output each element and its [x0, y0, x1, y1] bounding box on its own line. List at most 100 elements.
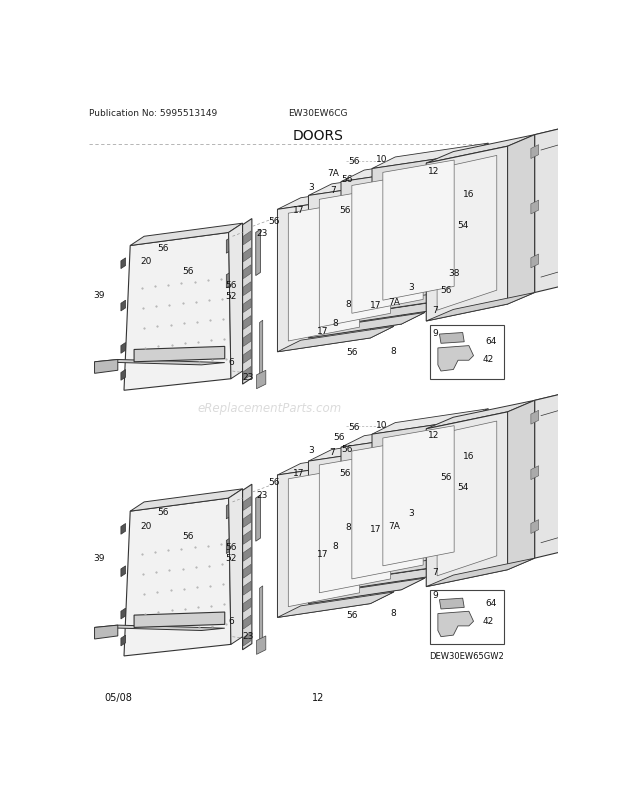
- Bar: [430, 591, 503, 645]
- Text: 23: 23: [256, 490, 268, 499]
- Text: 39: 39: [94, 290, 105, 299]
- Text: 52: 52: [225, 292, 237, 301]
- Polygon shape: [257, 371, 266, 389]
- Text: 56: 56: [157, 507, 169, 516]
- Polygon shape: [121, 370, 125, 381]
- Text: 56: 56: [225, 542, 237, 552]
- Polygon shape: [309, 436, 425, 461]
- Polygon shape: [288, 201, 360, 342]
- Text: 9: 9: [433, 329, 438, 338]
- Polygon shape: [427, 136, 534, 164]
- Text: 17: 17: [317, 549, 328, 558]
- Text: 3: 3: [309, 183, 314, 192]
- Text: 56: 56: [182, 267, 194, 276]
- Text: 8: 8: [391, 609, 397, 618]
- Polygon shape: [531, 255, 539, 269]
- Polygon shape: [260, 586, 263, 641]
- Text: 64: 64: [485, 336, 496, 346]
- Polygon shape: [278, 450, 394, 476]
- Polygon shape: [309, 578, 425, 604]
- Polygon shape: [341, 423, 458, 448]
- Text: 17: 17: [370, 524, 382, 533]
- Text: Publication No: 5995513149: Publication No: 5995513149: [89, 109, 218, 119]
- Text: 23: 23: [256, 229, 268, 237]
- Polygon shape: [278, 461, 371, 618]
- Polygon shape: [121, 524, 125, 535]
- Text: 8: 8: [346, 299, 352, 309]
- Polygon shape: [341, 434, 434, 590]
- Bar: [430, 326, 503, 379]
- Polygon shape: [465, 409, 489, 563]
- Polygon shape: [534, 391, 574, 401]
- Text: 56: 56: [157, 244, 169, 253]
- Text: 20: 20: [140, 520, 151, 530]
- Polygon shape: [372, 156, 465, 311]
- Text: 3: 3: [408, 282, 414, 291]
- Text: 64: 64: [485, 597, 496, 607]
- Polygon shape: [226, 502, 232, 519]
- Polygon shape: [319, 188, 391, 328]
- Polygon shape: [319, 453, 391, 593]
- Text: 7: 7: [433, 306, 438, 314]
- Polygon shape: [372, 409, 489, 435]
- Text: 7A: 7A: [388, 298, 400, 307]
- Polygon shape: [437, 422, 497, 576]
- Text: 23: 23: [242, 372, 254, 382]
- Polygon shape: [531, 520, 539, 534]
- Text: 38: 38: [448, 269, 460, 277]
- Text: 56: 56: [339, 205, 351, 215]
- Text: 17: 17: [370, 301, 382, 310]
- Polygon shape: [243, 531, 251, 545]
- Polygon shape: [124, 499, 231, 656]
- Polygon shape: [94, 626, 118, 639]
- Polygon shape: [341, 565, 458, 590]
- Polygon shape: [427, 401, 534, 429]
- Polygon shape: [438, 611, 474, 637]
- Text: 56: 56: [182, 532, 194, 541]
- Text: 42: 42: [482, 354, 494, 364]
- Polygon shape: [427, 412, 508, 587]
- Polygon shape: [243, 581, 251, 595]
- Polygon shape: [402, 171, 425, 325]
- Polygon shape: [242, 219, 252, 385]
- Polygon shape: [534, 126, 574, 136]
- Text: eReplacementParts.com: eReplacementParts.com: [198, 401, 342, 414]
- Polygon shape: [438, 346, 474, 371]
- Text: DOORS: DOORS: [292, 129, 343, 144]
- Polygon shape: [243, 514, 251, 528]
- Polygon shape: [427, 147, 508, 322]
- Polygon shape: [229, 489, 245, 645]
- Text: 7A: 7A: [388, 520, 400, 530]
- Polygon shape: [352, 439, 423, 579]
- Polygon shape: [94, 360, 224, 366]
- Text: 10: 10: [376, 155, 388, 164]
- Polygon shape: [309, 182, 402, 338]
- Text: 56: 56: [342, 444, 353, 453]
- Text: 56: 56: [348, 157, 360, 166]
- Polygon shape: [134, 612, 224, 628]
- Polygon shape: [121, 343, 125, 354]
- Text: 8: 8: [333, 541, 339, 551]
- Polygon shape: [341, 168, 434, 325]
- Text: 6: 6: [228, 616, 234, 626]
- Text: 8: 8: [391, 347, 397, 356]
- Text: 7: 7: [433, 567, 438, 576]
- Text: 9: 9: [433, 590, 438, 599]
- Text: 56: 56: [268, 478, 280, 487]
- Polygon shape: [341, 299, 458, 325]
- Polygon shape: [243, 316, 251, 330]
- Polygon shape: [309, 448, 402, 604]
- Polygon shape: [531, 411, 539, 424]
- Text: 8: 8: [333, 318, 339, 327]
- Text: 56: 56: [342, 175, 353, 184]
- Polygon shape: [124, 233, 231, 391]
- Polygon shape: [465, 144, 489, 298]
- Polygon shape: [260, 321, 263, 375]
- Text: 7: 7: [330, 185, 336, 195]
- Polygon shape: [121, 609, 125, 619]
- Polygon shape: [531, 466, 539, 480]
- Polygon shape: [134, 347, 224, 363]
- Polygon shape: [278, 592, 394, 618]
- Polygon shape: [243, 249, 251, 262]
- Polygon shape: [371, 450, 394, 604]
